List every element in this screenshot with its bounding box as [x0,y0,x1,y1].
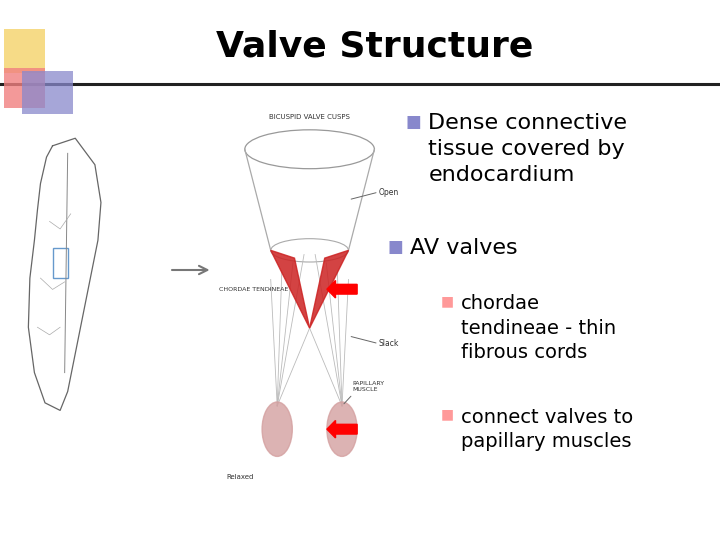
Text: AV valves: AV valves [410,238,518,258]
Text: Dense connective
tissue covered by
endocardium: Dense connective tissue covered by endoc… [428,113,627,185]
Text: chordae
tendineae - thin
fibrous cords: chordae tendineae - thin fibrous cords [461,294,616,362]
Text: ■: ■ [441,294,454,308]
Text: Open: Open [379,187,399,197]
Ellipse shape [262,402,292,456]
Text: PAPILLARY
MUSCLE: PAPILLARY MUSCLE [353,381,385,392]
Text: Relaxed: Relaxed [227,474,254,480]
Text: connect valves to
papillary muscles: connect valves to papillary muscles [461,408,633,451]
FancyArrow shape [327,421,357,438]
Text: Valve Structure: Valve Structure [216,30,533,64]
Text: Slack: Slack [379,339,399,348]
Text: ■: ■ [405,113,421,131]
Bar [53,248,68,278]
Ellipse shape [327,402,357,456]
Text: BICUSPID VALVE CUSPS: BICUSPID VALVE CUSPS [269,114,350,120]
Polygon shape [310,251,348,328]
Polygon shape [271,251,310,328]
Text: ■: ■ [441,408,454,422]
Text: CHORDAE TENDINEAE: CHORDAE TENDINEAE [219,287,288,292]
FancyArrow shape [327,280,357,298]
Text: ■: ■ [387,238,403,255]
